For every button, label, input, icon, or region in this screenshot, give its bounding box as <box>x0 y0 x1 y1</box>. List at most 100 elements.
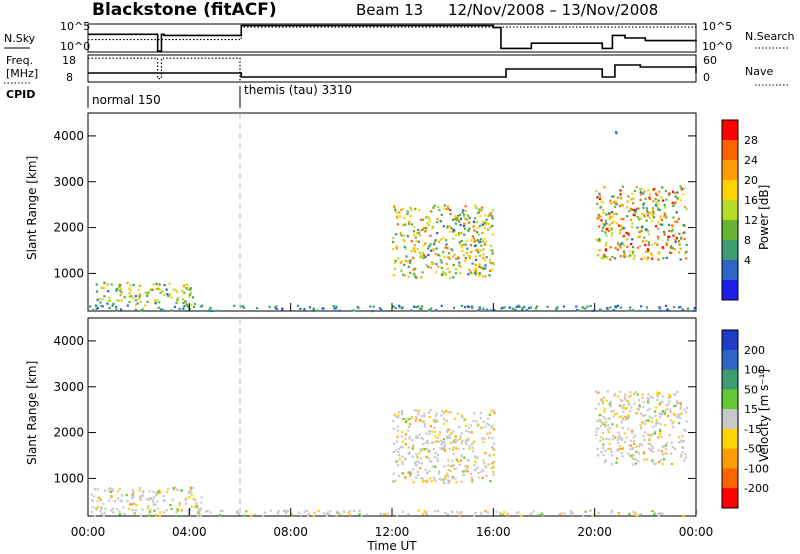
data-point <box>532 510 535 513</box>
data-point <box>421 480 424 483</box>
data-point <box>529 306 532 309</box>
data-point <box>291 514 294 517</box>
velocity-colorbar-swatch <box>722 349 738 371</box>
data-point <box>470 239 473 242</box>
data-point <box>501 306 504 310</box>
data-point <box>441 270 444 273</box>
data-point <box>131 508 134 512</box>
data-point <box>352 509 355 513</box>
data-point <box>663 458 666 461</box>
data-point <box>503 306 506 309</box>
data-point <box>586 305 589 308</box>
data-point <box>138 295 141 298</box>
data-point <box>670 441 673 444</box>
data-point <box>611 423 614 426</box>
data-point <box>414 267 417 270</box>
data-point <box>652 211 655 214</box>
data-point <box>645 306 649 309</box>
data-point <box>180 489 183 492</box>
data-point <box>632 202 635 205</box>
data-point <box>521 306 524 310</box>
data-point <box>421 448 424 451</box>
data-point <box>638 403 641 407</box>
data-point <box>423 413 426 416</box>
data-point <box>459 272 462 275</box>
data-point <box>678 422 681 425</box>
data-point <box>446 513 450 516</box>
summary-series-nave <box>88 64 697 78</box>
data-point <box>463 418 467 421</box>
data-point <box>393 442 396 445</box>
data-point <box>412 268 415 271</box>
y-tick-label: 2000 <box>53 221 84 235</box>
data-point <box>674 195 677 198</box>
data-point <box>420 218 423 221</box>
data-point <box>183 304 186 308</box>
data-point <box>622 227 625 230</box>
data-point <box>618 232 622 235</box>
data-point <box>175 514 178 518</box>
data-point <box>456 458 459 462</box>
data-point <box>143 304 147 307</box>
data-point <box>663 452 666 455</box>
y-tick-label: 3000 <box>53 175 84 189</box>
data-point <box>605 399 608 402</box>
data-point <box>128 295 131 298</box>
data-point <box>597 216 600 219</box>
data-point <box>683 237 686 241</box>
data-point <box>441 409 444 412</box>
data-point <box>637 207 640 210</box>
data-point <box>663 412 667 415</box>
data-point <box>404 437 407 440</box>
data-point <box>684 252 687 255</box>
data-point <box>615 461 618 464</box>
data-point <box>482 223 485 226</box>
data-point <box>662 445 665 448</box>
data-point <box>394 307 397 310</box>
data-point <box>651 220 654 223</box>
data-point <box>491 233 495 236</box>
data-point <box>91 506 94 509</box>
data-point <box>475 267 478 270</box>
data-point <box>398 215 402 218</box>
data-point <box>452 263 455 267</box>
data-point <box>540 511 543 515</box>
data-point <box>408 418 411 421</box>
data-point <box>657 436 660 439</box>
data-point <box>116 508 119 511</box>
data-point <box>186 288 189 291</box>
data-point <box>657 237 660 241</box>
data-point <box>429 249 433 252</box>
data-point <box>643 215 646 218</box>
data-point <box>631 192 634 196</box>
data-point <box>638 309 641 312</box>
data-point <box>657 449 660 452</box>
data-point <box>196 514 200 517</box>
data-point <box>115 289 118 292</box>
data-point <box>657 208 660 211</box>
data-point <box>395 233 398 236</box>
data-point <box>175 488 179 491</box>
data-point <box>674 447 677 450</box>
data-point <box>297 511 300 514</box>
data-point <box>423 448 426 451</box>
cpid-label: CPID <box>6 88 35 101</box>
data-point <box>425 229 428 232</box>
data-point <box>417 412 420 416</box>
data-point <box>654 424 657 427</box>
data-point <box>596 447 599 451</box>
data-point <box>627 403 630 406</box>
data-point <box>438 433 441 436</box>
data-point <box>669 246 672 249</box>
data-point <box>622 244 626 247</box>
data-point <box>619 193 622 196</box>
data-point <box>434 241 437 244</box>
data-point <box>631 429 634 432</box>
data-point <box>165 288 168 291</box>
data-point <box>489 261 492 264</box>
data-point <box>618 204 621 208</box>
data-point <box>438 470 441 473</box>
power-colorbar-swatch <box>722 240 738 261</box>
data-point <box>117 299 120 302</box>
data-point <box>415 239 418 243</box>
